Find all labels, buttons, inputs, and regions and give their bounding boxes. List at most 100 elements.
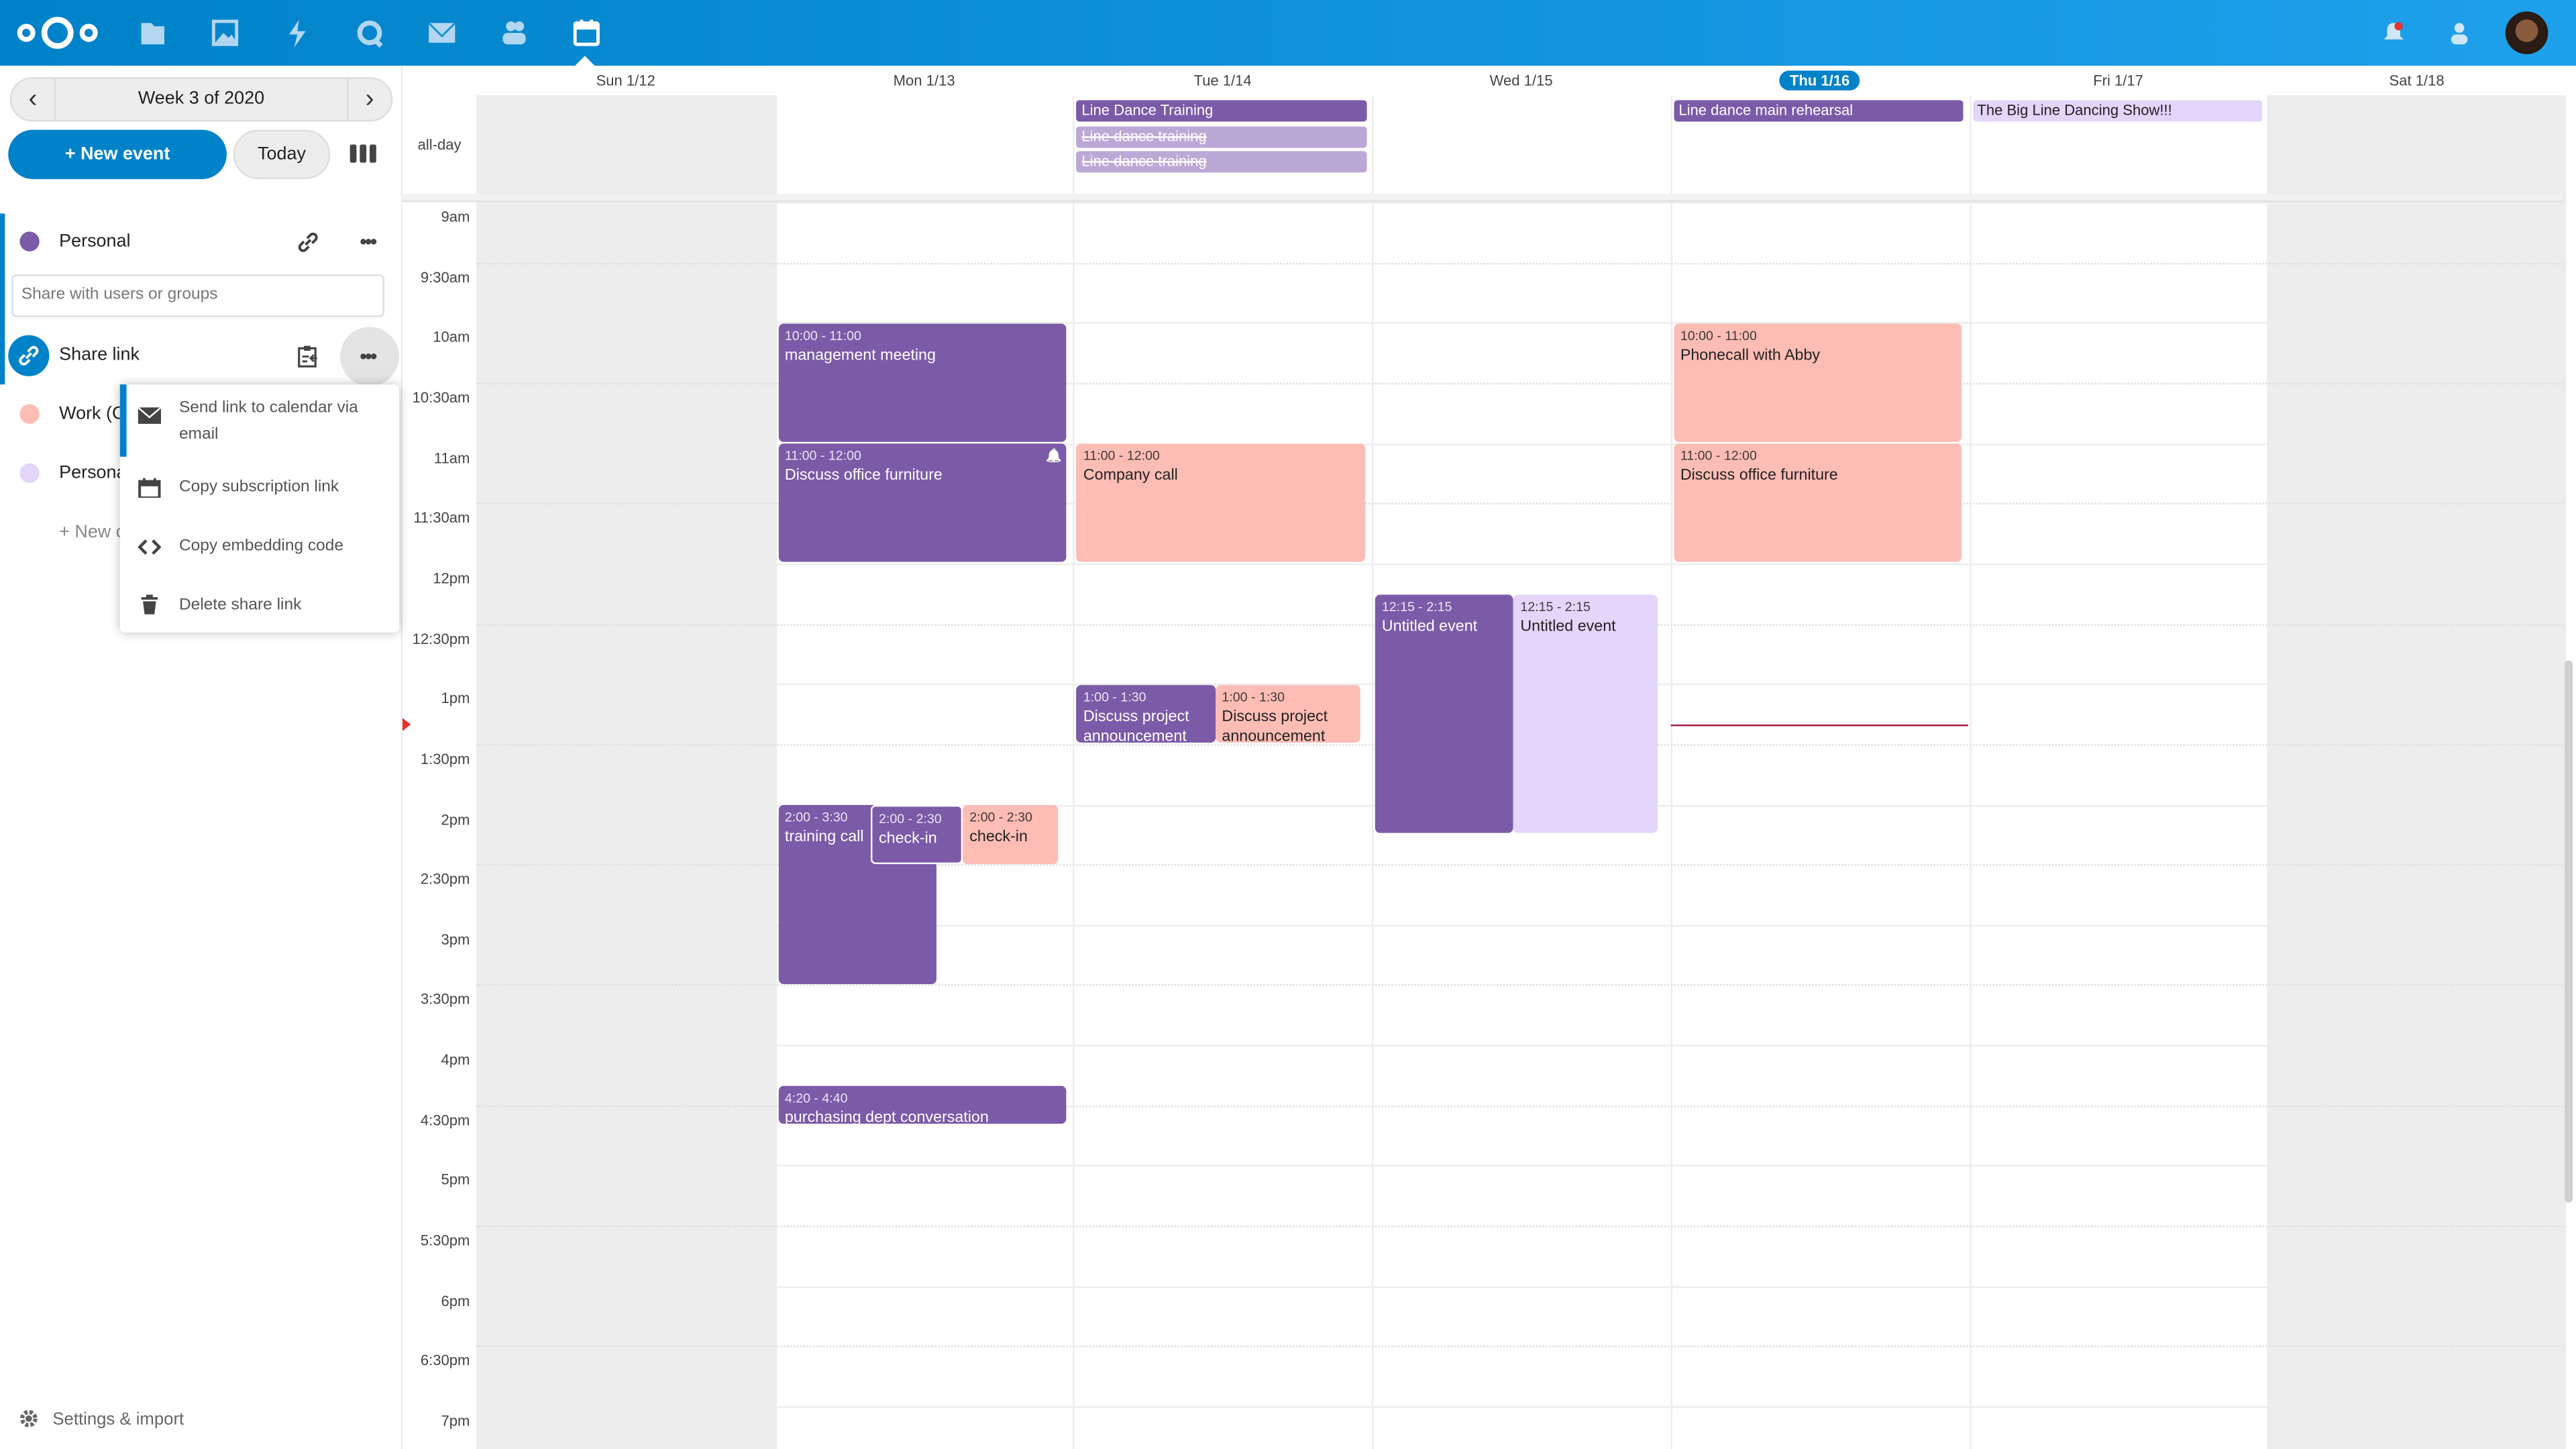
calendar-color-dot[interactable] xyxy=(19,231,40,252)
files-icon[interactable] xyxy=(138,18,168,48)
time-label: 5:30pm xyxy=(420,1232,470,1249)
menu-item-label: Copy embedding code xyxy=(178,537,344,555)
grid-line xyxy=(476,443,2563,445)
calendar-event[interactable]: 11:00 - 12:00 Discuss office furniture 🔔 xyxy=(778,443,1067,563)
today-button[interactable]: Today xyxy=(233,129,331,179)
settings-button[interactable]: Settings & import xyxy=(18,1408,184,1430)
all-day-event[interactable]: Line dance training xyxy=(1077,151,1367,173)
menu-focus-indicator xyxy=(119,384,127,457)
day-header[interactable]: Sat 1/18 xyxy=(2267,66,2566,95)
event-title: purchasing dept conversation xyxy=(784,1109,989,1125)
day-header[interactable]: Tue 1/14 xyxy=(1073,66,1372,95)
all-day-event[interactable]: Line dance main rehearsal xyxy=(1674,100,1964,122)
grid-line xyxy=(476,1406,2563,1408)
notifications-icon[interactable] xyxy=(2381,19,2407,46)
next-week-button[interactable]: › xyxy=(365,85,374,113)
event-time: 2:00 - 2:30 xyxy=(879,811,942,826)
trash-icon xyxy=(141,594,158,614)
calendar-event[interactable]: 1:00 - 1:30 Discuss project announcement xyxy=(1077,684,1216,743)
grid-line xyxy=(476,924,2563,926)
event-time: 2:00 - 3:30 xyxy=(784,810,848,825)
day-header[interactable]: Mon 1/13 xyxy=(775,66,1073,95)
calendar-event[interactable]: 2:00 - 2:30 check-in xyxy=(870,805,963,864)
avatar[interactable] xyxy=(2505,11,2548,54)
menu-item-send-email[interactable]: Send link to calendar via email xyxy=(120,396,399,451)
menu-item-copy-embed[interactable]: Copy embedding code xyxy=(120,534,399,560)
event-time: 1:00 - 1:30 xyxy=(1222,689,1285,704)
event-time: 12:15 - 2:15 xyxy=(1381,599,1452,614)
calendar-event[interactable]: 12:15 - 2:15 Untitled event xyxy=(1513,594,1658,834)
share-with-users-input[interactable]: Share with users or groups xyxy=(11,274,385,317)
calendar-event[interactable]: 10:00 - 11:00 management meeting xyxy=(778,323,1067,443)
day-header[interactable]: Sun 1/12 xyxy=(476,66,775,95)
calendar-event[interactable]: 1:00 - 1:30 Discuss project announcement xyxy=(1215,684,1360,743)
event-time: 12:15 - 2:15 xyxy=(1520,599,1591,614)
view-switcher-icon[interactable] xyxy=(350,144,376,163)
grid-line xyxy=(476,1226,2563,1228)
week-navigator: ‹ Week 3 of 2020 › xyxy=(9,77,393,122)
week-label[interactable]: Week 3 of 2020 xyxy=(54,78,349,120)
event-time: 11:00 - 12:00 xyxy=(1680,448,1757,464)
more-icon[interactable]: ••• xyxy=(360,345,377,368)
calendar-event[interactable]: 2:00 - 2:30 check-in xyxy=(963,805,1059,864)
time-label: 7pm xyxy=(441,1413,470,1430)
calendar-event[interactable]: 11:00 - 12:00 Discuss office furniture xyxy=(1674,443,1963,563)
day-column[interactable] xyxy=(1969,95,2267,1449)
calendar-event[interactable]: 12:15 - 2:15 Untitled event xyxy=(1375,594,1514,834)
contacts-icon[interactable] xyxy=(499,18,529,48)
calendar-event[interactable]: 10:00 - 11:00 Phonecall with Abby xyxy=(1674,323,1963,443)
new-calendar-button[interactable]: + New c xyxy=(0,509,402,555)
share-link-label: Share link xyxy=(59,345,140,365)
copy-to-clipboard-icon[interactable] xyxy=(297,345,319,368)
grid-line xyxy=(476,382,2563,384)
link-icon[interactable] xyxy=(297,231,319,252)
current-time-line xyxy=(1670,724,1970,726)
time-label: 1:30pm xyxy=(420,750,470,767)
share-link-more-button[interactable]: ••• xyxy=(339,327,400,386)
time-label: 12:30pm xyxy=(412,630,470,647)
current-time-marker xyxy=(402,717,411,731)
day-column[interactable] xyxy=(476,95,775,1449)
calendar-event[interactable]: 11:00 - 12:00 Company call xyxy=(1077,443,1366,563)
menu-item-copy-subscription[interactable]: Copy subscription link xyxy=(120,475,399,501)
event-title: management meeting xyxy=(784,346,936,365)
mail-icon[interactable] xyxy=(427,18,457,48)
day-header[interactable]: Thu 1/16 xyxy=(1670,66,1969,95)
event-time: 2:00 - 2:30 xyxy=(969,810,1032,825)
calendar-item-personal-2[interactable]: Persona xyxy=(0,450,402,496)
calendar-event[interactable]: 4:20 - 4:40 purchasing dept conversation xyxy=(778,1085,1067,1125)
previous-week-button[interactable]: ‹ xyxy=(28,85,38,113)
all-day-event[interactable]: Line dance training xyxy=(1077,125,1367,148)
day-column[interactable] xyxy=(2267,95,2567,1449)
day-header[interactable]: Fri 1/17 xyxy=(1969,66,2267,95)
day-column[interactable] xyxy=(775,95,1073,1449)
today-badge: Thu 1/16 xyxy=(1780,70,1860,91)
photos-icon[interactable] xyxy=(210,18,239,48)
activity-icon[interactable] xyxy=(282,18,312,48)
time-label: 12pm xyxy=(433,570,470,587)
menu-item-delete-share[interactable]: Delete share link xyxy=(120,593,399,619)
calendar-item-personal[interactable]: Personal ••• xyxy=(0,219,402,265)
new-event-button[interactable]: + New event xyxy=(8,129,227,179)
day-column[interactable] xyxy=(1073,95,1372,1449)
day-header[interactable]: Wed 1/15 xyxy=(1372,66,1670,95)
calendar-icon[interactable] xyxy=(572,18,601,48)
nextcloud-logo[interactable] xyxy=(16,15,98,51)
all-day-event[interactable]: Line Dance Training xyxy=(1077,100,1367,122)
settings-label: Settings & import xyxy=(52,1409,184,1429)
event-title: training call xyxy=(784,828,864,847)
day-column[interactable] xyxy=(1670,95,1969,1449)
calendar-name: Work (C xyxy=(59,404,125,424)
time-label: 5pm xyxy=(441,1172,470,1189)
calendar-item-work[interactable]: Work (C xyxy=(0,391,402,437)
more-icon[interactable]: ••• xyxy=(360,229,377,254)
contacts-menu-icon[interactable] xyxy=(2447,19,2473,46)
new-calendar-label: + New c xyxy=(59,522,125,543)
talk-icon[interactable] xyxy=(355,18,384,48)
scrollbar[interactable] xyxy=(2564,660,2573,1203)
calendar-color-dot[interactable] xyxy=(19,463,40,484)
grid-line xyxy=(476,503,2563,505)
all-day-event[interactable]: The Big Line Dancing Show!!! xyxy=(1972,100,2263,122)
calendar-color-dot[interactable] xyxy=(19,404,40,424)
day-column[interactable] xyxy=(1372,95,1670,1449)
